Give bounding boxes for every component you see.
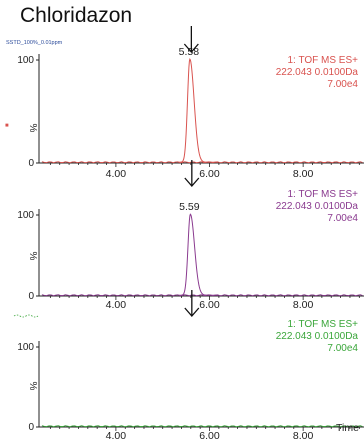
x-axis-title: Time (336, 422, 359, 434)
trace-header-line: 1: TOF MS ES+ (288, 55, 359, 66)
x-tick-label: 4.00 (106, 430, 127, 442)
trace-marker: ■ (5, 123, 9, 129)
trace-header-line: 222.043 0.0100Da (276, 201, 359, 212)
x-tick-label: 8.00 (293, 168, 314, 180)
y-axis-percent-label: % (27, 382, 38, 391)
peak-trace (178, 58, 218, 163)
y-tick-label: 100 (17, 342, 34, 353)
y-tick-label: 100 (17, 210, 34, 221)
x-tick-label: 6.00 (199, 430, 220, 442)
peak-trace (178, 213, 219, 296)
baseline-trace (41, 425, 363, 428)
trace-header-line: 7.00e4 (327, 79, 358, 90)
y-axis-percent-label: % (27, 252, 38, 261)
retention-arrow-icon (183, 26, 199, 53)
peak-label: 5.58 (179, 46, 200, 58)
x-tick-label: 6.00 (199, 168, 220, 180)
panel-1: 0% 100 4.00 6.00 8.00 5.58 1: TOF MS ES+222.04… (5, 26, 364, 180)
panel-3: 0% 100 4.00 6.00 8.00 1: TOF MS ES+222.043 0.… (17, 290, 364, 442)
trace-header-line: 7.00e4 (327, 213, 358, 224)
sample-label: SSTD_100%_0.01ppm (6, 40, 63, 46)
trace-header-line: 222.043 0.0100Da (276, 331, 359, 342)
y-tick-label: 0 (28, 158, 34, 169)
baseline-trace (41, 161, 363, 164)
trace-header-line: 1: TOF MS ES+ (288, 319, 359, 330)
trace-header-line: 1: TOF MS ES+ (288, 189, 359, 200)
y-tick-label: 0 (28, 422, 34, 433)
x-tick-label: 8.00 (293, 299, 314, 311)
compound-title: Chloridazon (20, 4, 133, 27)
x-tick-label: 4.00 (106, 168, 127, 180)
trace-header-line: 222.043 0.0100Da (276, 67, 359, 78)
y-tick-label: 0 (28, 291, 34, 302)
y-axis-percent-label: % (27, 124, 38, 133)
retention-arrow-icon (184, 160, 200, 187)
x-tick-label: 8.00 (293, 430, 314, 442)
baseline-trace (41, 294, 363, 297)
retention-arrow-icon (184, 290, 200, 317)
peak-label: 5.59 (179, 201, 200, 213)
y-tick-label: 100 (17, 55, 34, 66)
trace-artifact (13, 314, 39, 318)
trace-header-line: 7.00e4 (327, 343, 358, 354)
x-tick-label: 6.00 (199, 299, 220, 311)
x-tick-label: 4.00 (106, 299, 127, 311)
panel-2: 0% 100 4.00 6.00 8.00 5.59 1: TOF MS ES+222.04… (17, 160, 364, 311)
